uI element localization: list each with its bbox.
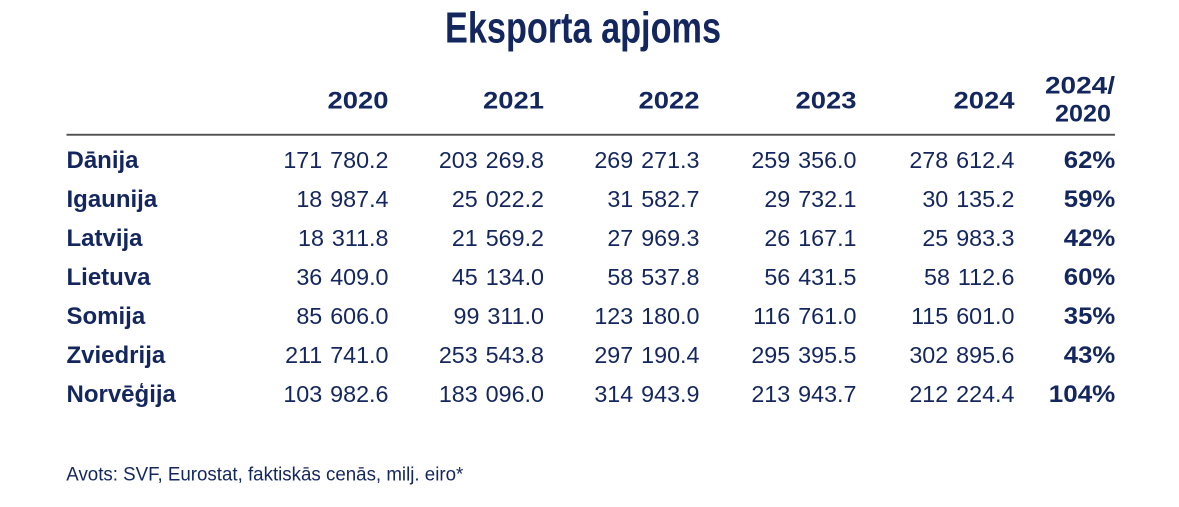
svg-text:123 180.0: 123 180.0: [594, 303, 699, 329]
svg-text:18 311.8: 18 311.8: [298, 225, 388, 251]
svg-text:269 271.3: 269 271.3: [594, 147, 699, 173]
svg-text:2020: 2020: [1055, 100, 1111, 127]
svg-text:30 135.2: 30 135.2: [922, 186, 1014, 212]
svg-text:259 356.0: 259 356.0: [751, 147, 856, 173]
svg-text:104%: 104%: [1049, 381, 1116, 408]
svg-text:302 895.6: 302 895.6: [909, 342, 1014, 368]
svg-text:297 190.4: 297 190.4: [594, 342, 699, 368]
svg-text:2023: 2023: [796, 88, 857, 115]
svg-text:171 780.2: 171 780.2: [283, 147, 388, 173]
svg-text:43%: 43%: [1064, 342, 1116, 369]
svg-text:31 582.7: 31 582.7: [607, 186, 699, 212]
svg-text:27 969.3: 27 969.3: [607, 225, 699, 251]
svg-text:Igaunija: Igaunija: [67, 186, 158, 213]
svg-text:29 732.1: 29 732.1: [764, 186, 856, 212]
svg-text:213 943.7: 213 943.7: [751, 381, 856, 407]
svg-text:183 096.0: 183 096.0: [439, 381, 544, 407]
svg-text:203 269.8: 203 269.8: [439, 147, 544, 173]
svg-text:42%: 42%: [1064, 225, 1116, 252]
svg-text:56 431.5: 56 431.5: [764, 264, 856, 290]
svg-text:62%: 62%: [1064, 147, 1116, 174]
svg-text:45 134.0: 45 134.0: [452, 264, 544, 290]
svg-text:Somija: Somija: [67, 303, 146, 330]
svg-text:212 224.4: 212 224.4: [909, 381, 1014, 407]
svg-text:Dānija: Dānija: [67, 147, 140, 174]
svg-text:115 601.0: 115 601.0: [911, 303, 1014, 329]
svg-text:Latvija: Latvija: [67, 225, 144, 252]
svg-text:35%: 35%: [1064, 303, 1116, 330]
svg-text:253 543.8: 253 543.8: [439, 342, 544, 368]
svg-text:278 612.4: 278 612.4: [909, 147, 1014, 173]
svg-text:Avots: SVF, Eurostat, faktiskā: Avots: SVF, Eurostat, faktiskās cenās, m…: [66, 465, 463, 486]
svg-text:58 112.6: 58 112.6: [924, 264, 1014, 290]
svg-text:2024/: 2024/: [1045, 73, 1115, 100]
svg-text:60%: 60%: [1064, 264, 1116, 291]
svg-text:25 022.2: 25 022.2: [452, 186, 544, 212]
svg-text:116 761.0: 116 761.0: [753, 303, 856, 329]
svg-text:2024: 2024: [954, 88, 1015, 115]
svg-text:Eksporta apjoms: Eksporta apjoms: [445, 5, 721, 53]
svg-text:Zviedrija: Zviedrija: [67, 342, 166, 369]
svg-text:18 987.4: 18 987.4: [296, 186, 388, 212]
svg-text:99 311.0: 99 311.0: [454, 303, 544, 329]
svg-text:2021: 2021: [483, 88, 544, 115]
svg-text:314 943.9: 314 943.9: [594, 381, 699, 407]
svg-text:26 167.1: 26 167.1: [764, 225, 856, 251]
svg-text:211 741.0: 211 741.0: [285, 342, 388, 368]
svg-text:21 569.2: 21 569.2: [452, 225, 544, 251]
svg-text:85 606.0: 85 606.0: [296, 303, 388, 329]
svg-text:25 983.3: 25 983.3: [922, 225, 1014, 251]
svg-text:Lietuva: Lietuva: [67, 264, 152, 291]
svg-text:36 409.0: 36 409.0: [296, 264, 388, 290]
svg-text:295 395.5: 295 395.5: [751, 342, 856, 368]
svg-text:59%: 59%: [1064, 186, 1116, 213]
svg-text:58 537.8: 58 537.8: [607, 264, 699, 290]
svg-text:Norvēģija: Norvēģija: [67, 381, 177, 408]
svg-text:103 982.6: 103 982.6: [283, 381, 388, 407]
svg-text:2022: 2022: [639, 88, 700, 115]
svg-text:2020: 2020: [328, 88, 389, 115]
